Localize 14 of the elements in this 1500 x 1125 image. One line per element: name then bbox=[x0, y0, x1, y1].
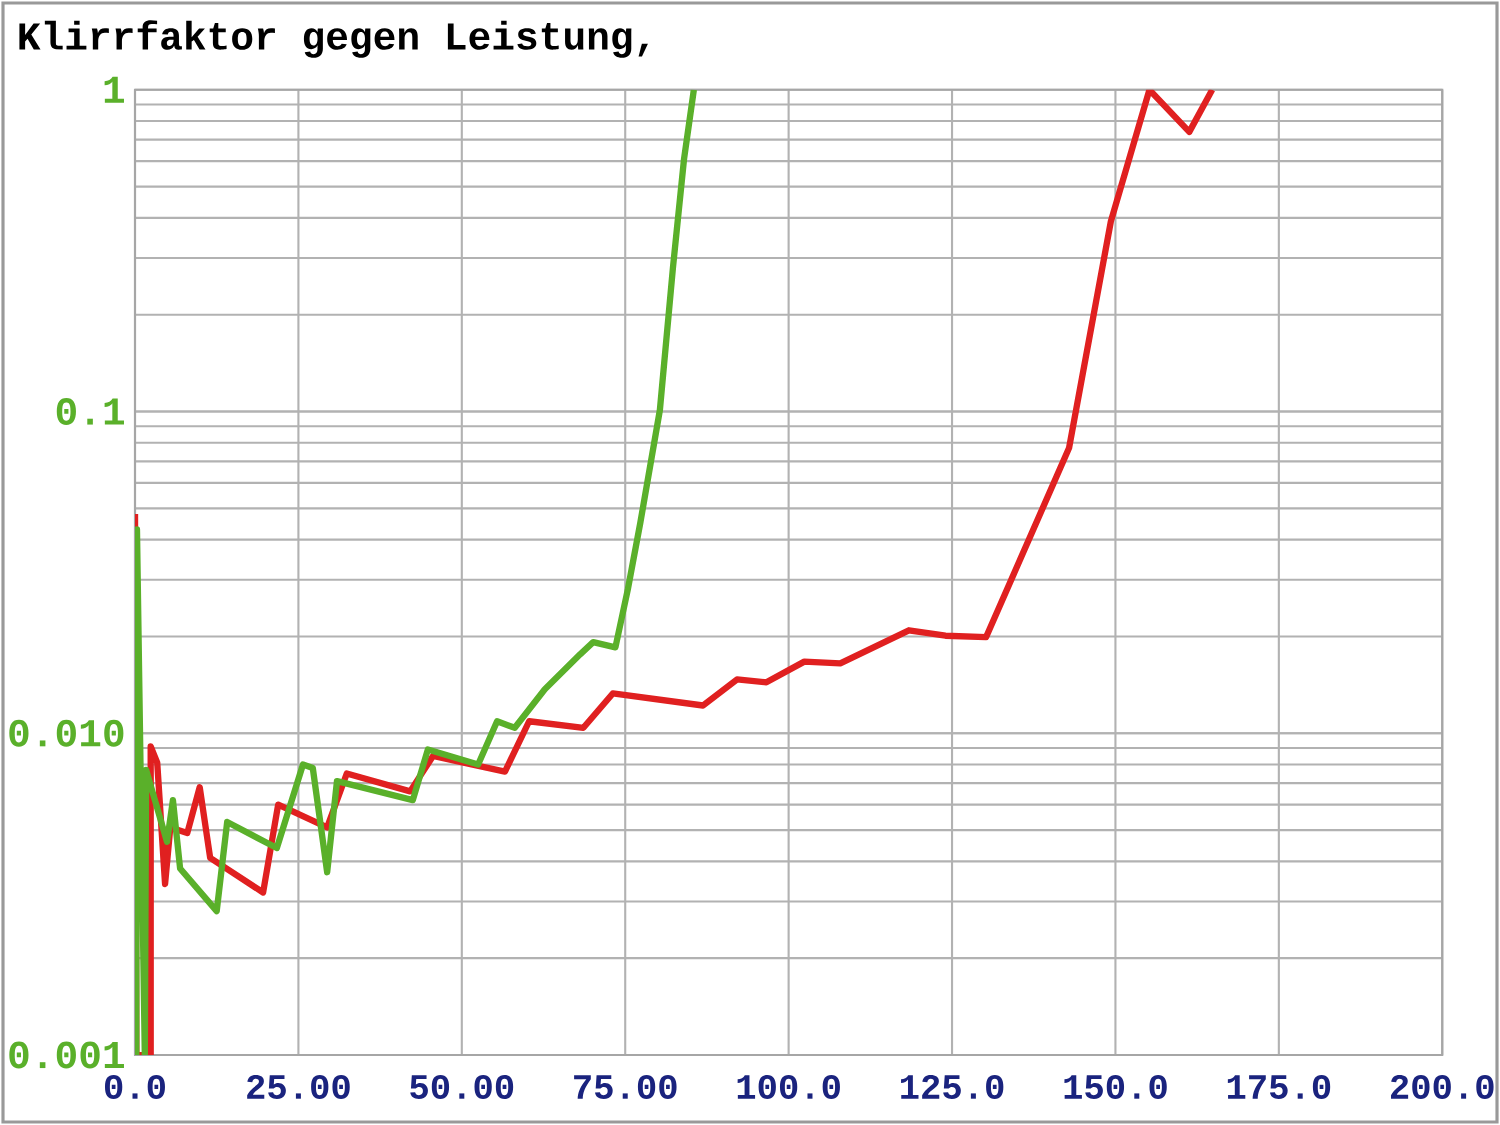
y-tick-label: 1 bbox=[104, 76, 124, 103]
chart-title: Klirrfaktor gegen Leistung, bbox=[19, 20, 648, 58]
y-tick-label: 0.1 bbox=[56, 398, 124, 425]
x-tick-label: 0.0 bbox=[104, 1074, 165, 1100]
x-tick-label: 200.0 bbox=[1391, 1074, 1494, 1100]
y-tick-label: 0.010 bbox=[9, 719, 124, 747]
x-tick-label: 100.0 bbox=[737, 1074, 840, 1100]
x-tick-label: 25.00 bbox=[247, 1074, 350, 1100]
y-tick-label: 0.001 bbox=[9, 1041, 124, 1069]
x-tick-label: 50.00 bbox=[410, 1074, 514, 1100]
x-tick-label: 125.0 bbox=[901, 1074, 1004, 1100]
x-tick-label: 75.00 bbox=[574, 1074, 677, 1100]
x-tick-label: 175.0 bbox=[1227, 1074, 1331, 1100]
x-tick-label: 150.0 bbox=[1064, 1074, 1167, 1100]
